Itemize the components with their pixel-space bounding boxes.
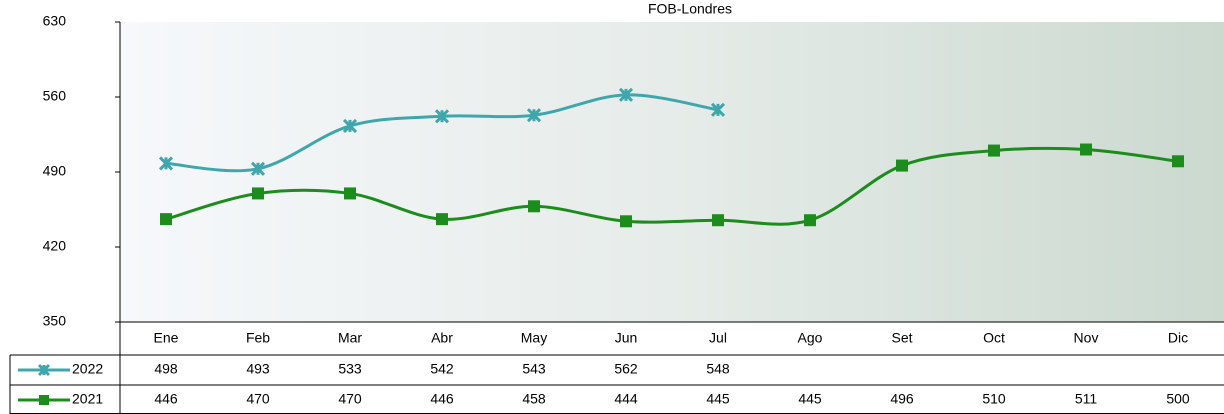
marker — [712, 214, 724, 226]
table-value: 445 — [706, 391, 730, 407]
marker — [528, 200, 540, 212]
chart-title: FOB-Londres — [648, 1, 732, 17]
legend-label: 2021 — [72, 391, 103, 407]
marker — [1080, 144, 1092, 156]
x-tick-label: Set — [891, 330, 912, 346]
table-value: 500 — [1166, 391, 1190, 407]
y-tick-label: 420 — [43, 238, 67, 254]
table-value: 533 — [338, 361, 362, 377]
x-tick-label: Dic — [1168, 330, 1188, 346]
x-tick-label: Abr — [431, 330, 453, 346]
legend-marker — [39, 395, 49, 405]
y-tick-label: 560 — [43, 88, 67, 104]
table-value: 562 — [614, 361, 638, 377]
x-tick-label: Ene — [154, 330, 179, 346]
table-value: 458 — [522, 391, 546, 407]
marker — [344, 187, 356, 199]
chart: FOB-Londres 350 420 490 560 630 Ene Feb Mar Abr M… — [0, 0, 1224, 414]
table-value: 493 — [246, 361, 270, 377]
marker — [620, 215, 632, 227]
table-value: 511 — [1075, 391, 1098, 407]
y-tick-label: 350 — [43, 313, 67, 329]
table-value: 548 — [706, 361, 730, 377]
table-value: 542 — [430, 361, 454, 377]
x-tick-label: Jul — [709, 330, 727, 346]
table-value: 496 — [890, 391, 914, 407]
table-value: 543 — [522, 361, 546, 377]
table-value: 470 — [338, 391, 362, 407]
marker — [252, 187, 264, 199]
x-tick-label: Nov — [1074, 330, 1099, 346]
plot-area — [120, 22, 1224, 322]
x-tick-label: Feb — [246, 330, 270, 346]
table-value: 445 — [798, 391, 822, 407]
marker — [1172, 155, 1184, 167]
table-value: 446 — [430, 391, 454, 407]
x-tick-label: May — [521, 330, 547, 346]
table-value: 470 — [246, 391, 270, 407]
y-tick-label: 630 — [43, 13, 67, 29]
table-value: 510 — [982, 391, 1006, 407]
y-tick-label: 490 — [43, 163, 67, 179]
marker — [160, 213, 172, 225]
marker — [804, 214, 816, 226]
table-value: 444 — [614, 391, 638, 407]
marker — [896, 160, 908, 172]
x-tick-label: Mar — [338, 330, 362, 346]
marker — [436, 213, 448, 225]
marker — [988, 145, 1000, 157]
x-tick-label: Ago — [798, 330, 823, 346]
table-value: 446 — [154, 391, 178, 407]
x-tick-label: Jun — [615, 330, 638, 346]
table-value: 498 — [154, 361, 178, 377]
legend-label: 2022 — [72, 361, 103, 377]
x-tick-label: Oct — [983, 330, 1005, 346]
